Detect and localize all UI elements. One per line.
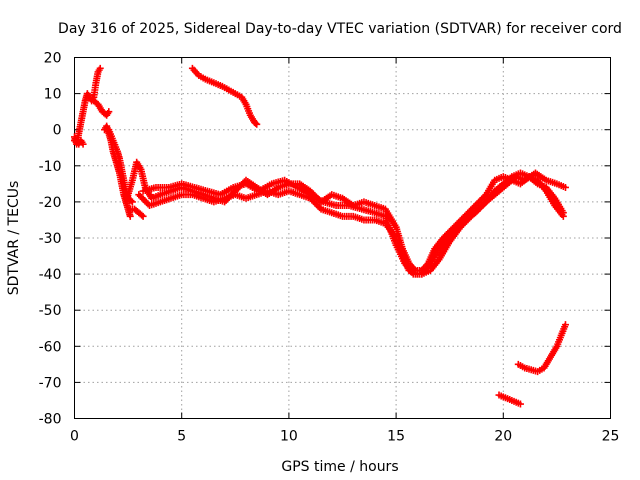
- data-point: [105, 108, 113, 116]
- y-tick-label: -50: [39, 303, 62, 319]
- series-track-low-right: [514, 321, 569, 376]
- data-point: [96, 64, 104, 72]
- data-point: [139, 212, 147, 220]
- data-point: [559, 212, 567, 220]
- y-tick-label: -60: [39, 339, 62, 355]
- y-axis-label: SDTVAR / TECUs: [6, 181, 22, 296]
- x-tick-label: 20: [494, 429, 512, 445]
- data-point: [253, 120, 261, 128]
- data-point: [126, 212, 134, 220]
- series-track-early-mid: [90, 97, 113, 119]
- data-point: [516, 400, 524, 408]
- x-tick-label: 25: [602, 429, 620, 445]
- series-track-early-dip: [126, 205, 147, 220]
- series-track-upper: [188, 64, 261, 128]
- y-tick-label: -20: [39, 195, 62, 211]
- data-series: [71, 64, 569, 408]
- data-point: [127, 197, 135, 205]
- data-point: [561, 321, 569, 329]
- x-tick-label: 15: [387, 429, 405, 445]
- series-track-early-low: [71, 137, 87, 148]
- y-tick-label: -80: [39, 412, 62, 428]
- x-axis-label: GPS time / hours: [281, 459, 398, 475]
- grid-lines: [74, 57, 611, 419]
- x-tick-label: 10: [280, 429, 298, 445]
- chart-title: Day 316 of 2025, Sidereal Day-to-day VTE…: [58, 21, 622, 37]
- axis-ticks: [74, 57, 611, 419]
- data-point: [561, 183, 569, 191]
- y-tick-label: -40: [39, 267, 62, 283]
- y-tick-label: -70: [39, 375, 62, 391]
- data-point: [252, 119, 260, 127]
- data-point: [79, 140, 87, 148]
- y-tick-label: 20: [44, 51, 62, 67]
- data-point: [138, 211, 146, 219]
- y-tick-label: -10: [39, 159, 62, 175]
- y-tick-label: 10: [44, 87, 62, 103]
- y-tick-labels: 20 10 0 -10 -20 -30 -40 -50 -60 -70 -80: [39, 51, 62, 428]
- series-track-plateau-c: [139, 169, 569, 278]
- series-track-descent: [101, 122, 134, 220]
- y-tick-label: -30: [39, 231, 62, 247]
- x-tick-labels: 0 5 10 15 20 25: [70, 429, 619, 445]
- x-tick-label: 0: [70, 429, 79, 445]
- series-track-early-rise: [71, 64, 104, 148]
- y-tick-label: 0: [53, 123, 62, 139]
- x-tick-label: 5: [177, 429, 186, 445]
- series-track-low-left: [495, 391, 524, 408]
- data-point: [128, 198, 136, 206]
